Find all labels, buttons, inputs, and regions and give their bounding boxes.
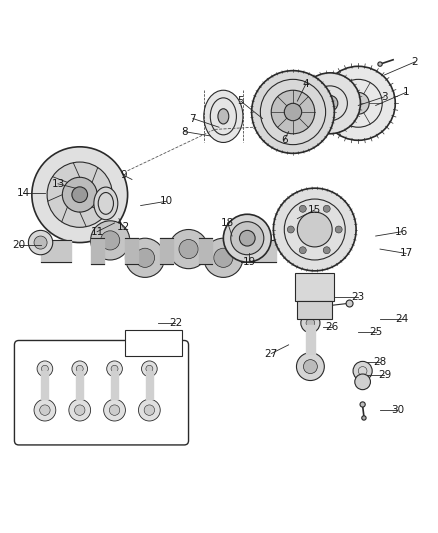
Circle shape (62, 177, 97, 212)
Text: 3: 3 (381, 92, 388, 102)
Circle shape (28, 230, 53, 255)
Circle shape (146, 365, 153, 372)
Circle shape (231, 222, 264, 255)
Circle shape (34, 236, 47, 249)
Circle shape (346, 300, 353, 307)
Circle shape (74, 405, 85, 415)
Text: 10: 10 (160, 196, 173, 206)
Circle shape (104, 399, 125, 421)
Circle shape (378, 62, 382, 66)
Circle shape (271, 90, 315, 134)
Text: 20: 20 (12, 240, 25, 250)
Circle shape (273, 188, 356, 271)
Text: 2: 2 (412, 57, 418, 67)
Circle shape (69, 399, 91, 421)
Circle shape (135, 248, 155, 268)
Text: 25: 25 (369, 327, 382, 337)
Circle shape (144, 405, 155, 415)
Text: 15: 15 (308, 205, 321, 215)
Text: 22: 22 (169, 318, 182, 328)
Text: 13: 13 (51, 179, 64, 189)
Text: 30: 30 (391, 405, 404, 415)
Circle shape (287, 226, 294, 233)
Circle shape (107, 361, 122, 377)
Circle shape (353, 361, 372, 381)
Circle shape (297, 353, 324, 381)
Circle shape (362, 416, 366, 420)
Circle shape (300, 73, 360, 134)
Circle shape (297, 212, 332, 247)
Text: 4: 4 (303, 79, 309, 88)
Circle shape (47, 162, 113, 228)
Circle shape (252, 71, 334, 154)
Text: 19: 19 (243, 257, 256, 267)
Text: 7: 7 (190, 114, 196, 124)
Circle shape (138, 399, 160, 421)
Circle shape (214, 248, 233, 268)
Circle shape (323, 247, 330, 254)
Circle shape (301, 313, 320, 333)
Bar (297, 301, 332, 319)
Circle shape (141, 361, 157, 377)
Circle shape (240, 230, 255, 246)
Circle shape (91, 221, 130, 260)
Circle shape (40, 405, 50, 415)
Bar (295, 273, 334, 301)
Circle shape (101, 231, 120, 250)
Circle shape (42, 365, 48, 372)
Circle shape (34, 399, 56, 421)
Text: 18: 18 (221, 218, 234, 228)
Circle shape (76, 365, 83, 372)
Ellipse shape (300, 302, 329, 309)
Text: 14: 14 (17, 188, 30, 198)
Circle shape (223, 214, 271, 262)
Text: 24: 24 (395, 314, 408, 324)
Text: 5: 5 (237, 96, 244, 106)
Text: 28: 28 (374, 357, 387, 367)
Circle shape (299, 247, 306, 254)
Ellipse shape (218, 109, 229, 124)
Text: 23: 23 (352, 292, 365, 302)
Text: 8: 8 (181, 126, 187, 136)
Text: 9: 9 (120, 170, 127, 180)
Circle shape (72, 361, 88, 377)
Circle shape (306, 319, 315, 327)
Text: 27: 27 (265, 349, 278, 359)
Text: 6: 6 (281, 135, 288, 146)
Circle shape (321, 66, 395, 140)
Circle shape (299, 205, 306, 212)
Text: 1: 1 (403, 87, 410, 98)
Circle shape (304, 360, 318, 374)
Circle shape (169, 230, 208, 269)
Ellipse shape (94, 187, 118, 220)
Circle shape (32, 147, 127, 243)
Text: 17: 17 (399, 248, 413, 259)
Text: 26: 26 (325, 322, 339, 333)
FancyBboxPatch shape (14, 341, 188, 445)
Circle shape (347, 92, 369, 114)
Circle shape (335, 226, 342, 233)
Circle shape (323, 205, 330, 212)
Text: 29: 29 (378, 370, 391, 381)
Circle shape (204, 238, 243, 277)
Circle shape (110, 405, 120, 415)
Circle shape (355, 374, 371, 390)
Circle shape (111, 365, 118, 372)
Circle shape (125, 238, 165, 277)
Ellipse shape (204, 90, 243, 142)
Circle shape (72, 187, 88, 203)
Circle shape (311, 302, 318, 309)
Circle shape (37, 361, 53, 377)
FancyBboxPatch shape (125, 329, 182, 356)
Circle shape (179, 239, 198, 259)
Circle shape (284, 103, 302, 120)
Circle shape (360, 402, 365, 407)
Circle shape (322, 95, 338, 111)
Text: 12: 12 (117, 222, 130, 232)
Text: 16: 16 (395, 227, 408, 237)
Text: 11: 11 (91, 227, 104, 237)
